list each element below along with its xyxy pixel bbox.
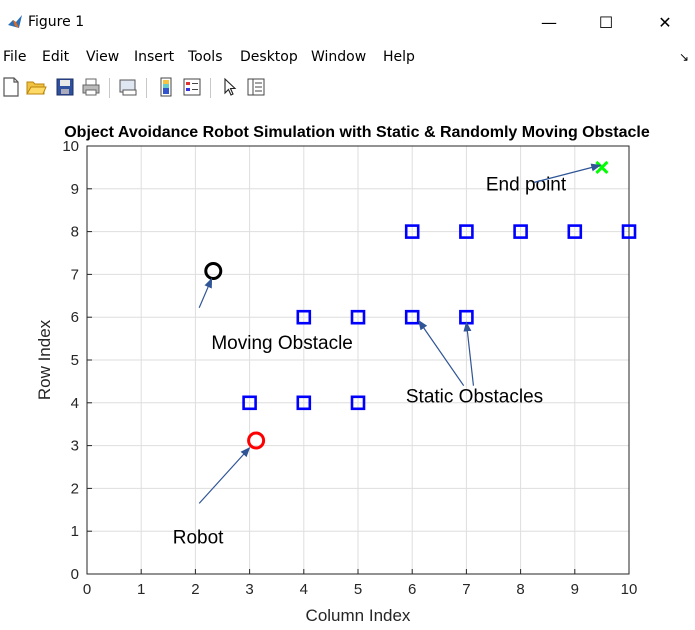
link-plot-icon[interactable] — [117, 76, 139, 98]
axis-ticks: 0 1 2 3 4 5 6 7 8 9 10 0 1 2 3 4 5 6 7 8 9 10 — [62, 138, 637, 598]
y-tick-label: 6 — [71, 309, 79, 326]
menu-edit[interactable]: Edit — [42, 49, 70, 65]
toolbar-separator — [210, 78, 211, 98]
annotation-text: End point — [486, 175, 567, 196]
figure-toolbar — [0, 72, 695, 104]
close-button[interactable]: ✕ — [658, 12, 672, 32]
annotation-text: Robot — [173, 528, 224, 549]
edit-plot-pointer-icon[interactable] — [219, 76, 241, 98]
annotation-text: Moving Obstacle — [211, 333, 353, 354]
save-icon[interactable] — [54, 76, 76, 98]
menu-desktop[interactable]: Desktop — [240, 49, 298, 65]
annotation-text: Static Obstacles — [406, 386, 543, 407]
y-tick-label: 7 — [71, 266, 79, 283]
x-tick-label: 7 — [462, 581, 470, 598]
annotation-arrow — [198, 446, 251, 504]
x-tick-label: 6 — [408, 581, 416, 598]
y-tick-label: 0 — [71, 566, 79, 583]
x-tick-label: 5 — [354, 581, 362, 598]
minimize-button[interactable]: — — [541, 12, 557, 32]
menu-window[interactable]: Window — [311, 49, 367, 65]
static-obstacle-marker — [296, 395, 312, 411]
insert-colorbar-icon[interactable] — [155, 76, 177, 98]
new-figure-icon[interactable] — [0, 76, 22, 98]
static-obstacle-marker — [296, 309, 312, 325]
toolbar-separator — [146, 78, 147, 98]
static-obstacle-marker — [459, 224, 474, 239]
menu-help[interactable]: Help — [383, 49, 415, 65]
y-tick-label: 10 — [62, 138, 79, 155]
y-tick-label: 4 — [71, 395, 79, 412]
annotation-arrow — [198, 277, 213, 309]
matlab-app-icon — [8, 15, 22, 28]
property-inspector-icon[interactable] — [245, 76, 267, 98]
y-tick-label: 8 — [71, 224, 79, 241]
end-point-annotation: End point — [486, 163, 602, 196]
static-obstacle-marker — [513, 224, 528, 239]
y-tick-label: 5 — [71, 352, 79, 369]
y-tick-label: 3 — [71, 438, 79, 455]
insert-legend-icon[interactable] — [181, 76, 203, 98]
static-obstacle-marker — [404, 309, 420, 325]
chart-title: Object Avoidance Robot Simulation with S… — [64, 124, 650, 141]
menu-bar: File Edit View Insert Tools Desktop Wind… — [0, 44, 695, 70]
static-obstacle-marker — [567, 224, 583, 239]
robot-annotation: Robot — [173, 446, 251, 549]
static-obstacle-marker — [350, 309, 366, 325]
x-tick-label: 1 — [137, 581, 145, 598]
static-obstacles-annotation: Static Obstacles — [406, 319, 543, 407]
annotation-arrow — [463, 321, 475, 386]
y-tick-label: 9 — [71, 181, 79, 198]
open-file-icon[interactable] — [25, 76, 47, 98]
print-icon[interactable] — [80, 76, 102, 98]
y-tick-label: 2 — [71, 480, 79, 497]
x-axis-label: Column Index — [306, 606, 411, 625]
menu-view[interactable]: View — [86, 49, 120, 65]
moving-obstacle-annotation: Moving Obstacle — [198, 277, 353, 354]
y-axis-label: Row Index — [35, 319, 54, 400]
x-tick-label: 3 — [245, 581, 253, 598]
annotation-arrow — [533, 163, 602, 183]
toolbar-separator — [109, 78, 110, 98]
window-title: Figure 1 — [28, 14, 85, 30]
plot-svg: Object Avoidance Robot Simulation with S… — [35, 124, 650, 625]
static-obstacle-marker — [350, 395, 366, 411]
x-tick-label: 2 — [191, 581, 199, 598]
static-obstacle-marker — [242, 395, 257, 411]
x-tick-label: 8 — [516, 581, 524, 598]
static-obstacle-marker — [404, 224, 420, 239]
maximize-button[interactable]: ☐ — [598, 12, 614, 32]
robot-marker — [247, 431, 266, 450]
static-obstacle-marker — [621, 224, 637, 239]
menu-tools[interactable]: Tools — [188, 49, 223, 65]
y-tick-label: 1 — [71, 523, 79, 540]
window-titlebar: Figure 1 — ☐ ✕ — [0, 0, 695, 44]
dock-arrow-icon[interactable]: ↘ — [678, 50, 689, 64]
x-tick-label: 10 — [621, 581, 638, 598]
x-tick-label: 9 — [571, 581, 579, 598]
menu-insert[interactable]: Insert — [134, 49, 175, 65]
figure-canvas: Object Avoidance Robot Simulation with S… — [0, 108, 695, 625]
x-tick-label: 0 — [83, 581, 91, 598]
annotation-arrow — [418, 319, 465, 387]
annotations: End point Moving Obstacle Static Obstacles… — [173, 163, 602, 549]
moving-obstacle-marker — [204, 261, 223, 280]
x-tick-label: 4 — [300, 581, 308, 598]
menu-file[interactable]: File — [3, 49, 27, 65]
